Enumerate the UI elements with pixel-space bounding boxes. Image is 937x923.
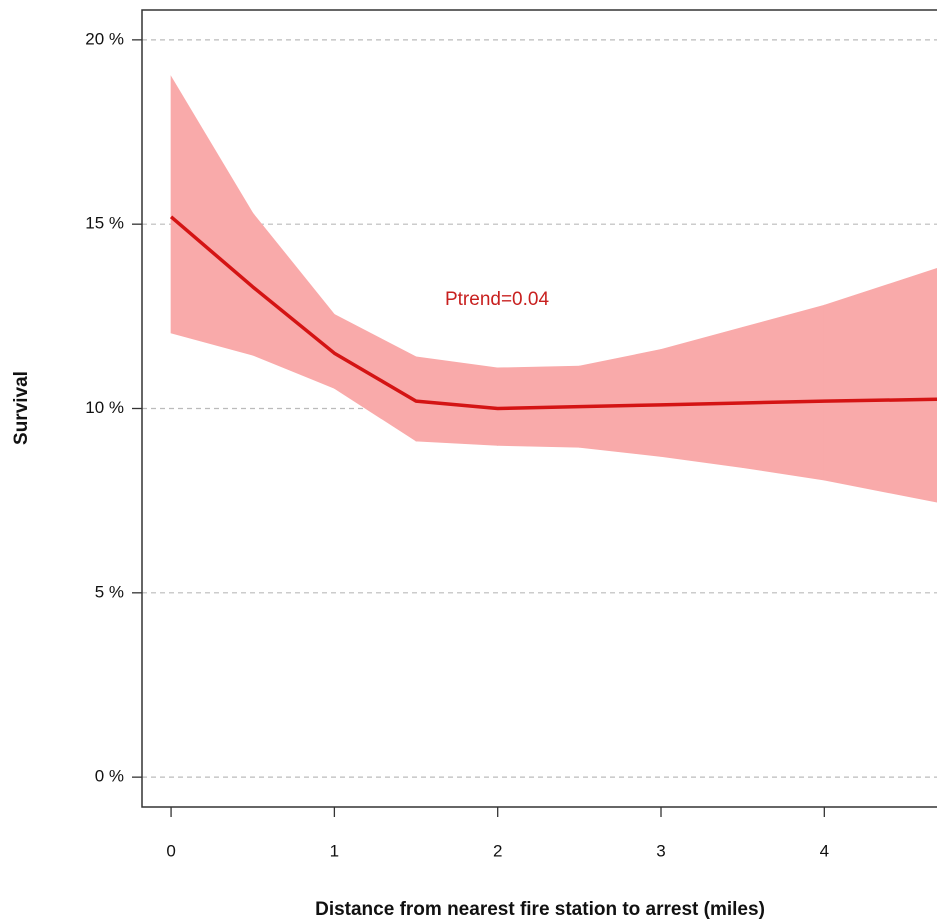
x-axis-title: Distance from nearest fire station to ar… — [315, 899, 765, 920]
survival-line — [169, 215, 937, 411]
y-tick-label: 20 % — [85, 29, 124, 48]
y-tick-label: 15 % — [85, 214, 124, 233]
confidence-band — [170, 75, 254, 356]
annotation: Ptrend=0.04 — [445, 289, 549, 310]
x-tick-label: 4 — [820, 841, 829, 860]
confidence-band — [660, 326, 744, 468]
x-tick-label: 0 — [166, 841, 175, 860]
y-axis-title: Survival — [11, 371, 32, 445]
confidence-band — [252, 211, 335, 389]
y-tick-label: 0 % — [95, 767, 124, 786]
confidence-band — [742, 304, 825, 481]
plot-frame — [141, 9, 937, 808]
confidence-band — [578, 349, 662, 457]
x-tick-label: 3 — [656, 841, 665, 860]
y-tick-label: 5 % — [95, 582, 124, 601]
y-tick-label: 10 % — [85, 398, 124, 417]
confidence-band — [823, 267, 937, 503]
x-tick-label: 2 — [493, 841, 502, 860]
x-tick-label: 1 — [330, 841, 339, 860]
